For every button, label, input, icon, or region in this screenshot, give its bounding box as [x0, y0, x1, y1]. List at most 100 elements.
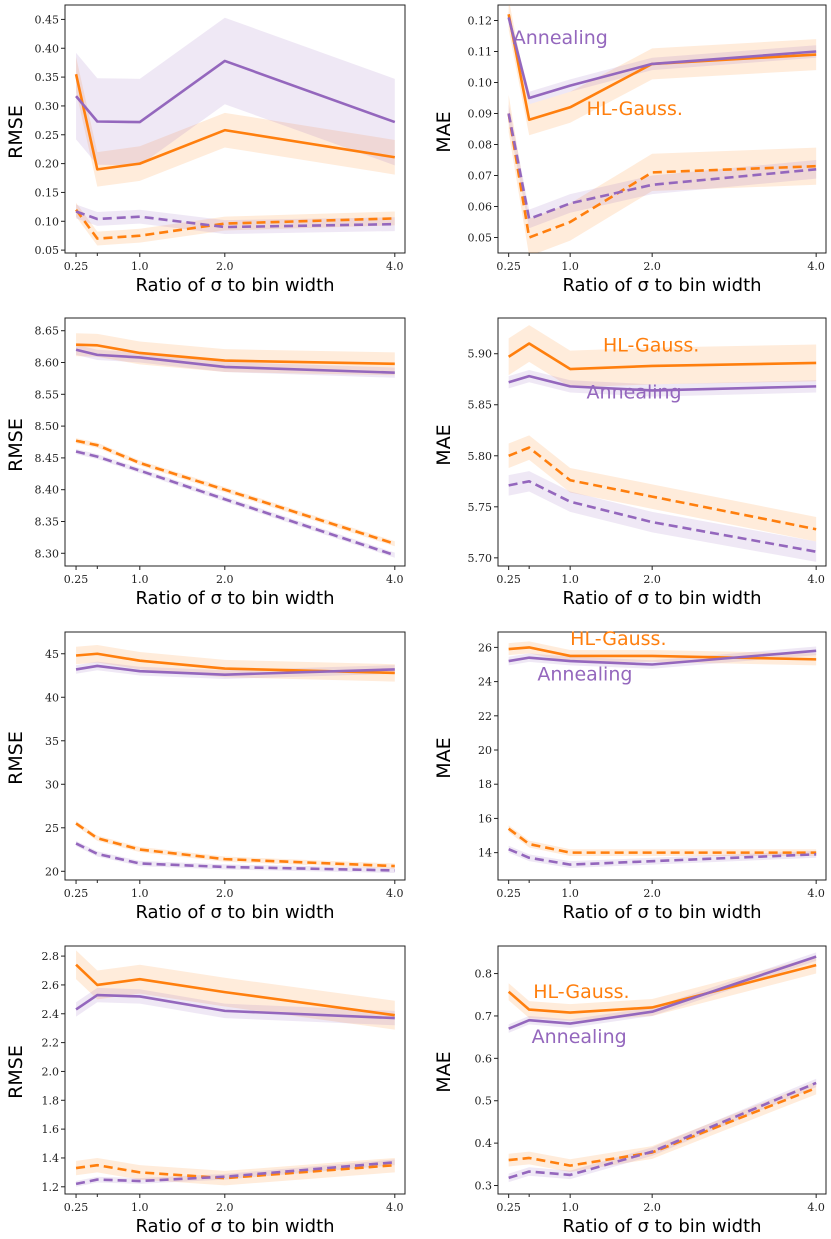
- confidence-band-hl_gauss-solid: [76, 950, 395, 1030]
- y-tick-label: 0.05: [468, 232, 493, 245]
- x-tick-label: 0.25: [496, 573, 521, 586]
- series-line-annealing-solid: [508, 374, 817, 392]
- confidence-band-hl_gauss-solid: [508, 956, 817, 1022]
- series-line-hl_gauss-solid: [75, 963, 395, 1017]
- x-tick-label: 4.0: [386, 573, 404, 586]
- series-line-annealing-dashed: [508, 848, 817, 866]
- series-line-hl_gauss-dashed: [508, 1086, 817, 1167]
- series-line-annealing-solid: [508, 955, 817, 1030]
- series-line-hl_gauss-solid: [75, 652, 395, 675]
- x-tick-label: 1.0: [561, 1201, 579, 1214]
- y-tick-label: 0.09: [468, 108, 493, 121]
- series-line-annealing-dashed: [75, 842, 395, 872]
- confidence-band-annealing-solid: [508, 370, 817, 397]
- x-tick-label: 4.0: [807, 573, 825, 586]
- chart-panel-5: 20 25 30 35 40 45 0.25 1.0 2.0 4.0 Ratio of σ to b…: [5, 631, 406, 923]
- series-line-hl_gauss-solid: [76, 343, 395, 366]
- x-tick-label: 0.25: [64, 1201, 89, 1214]
- y-axis-label: MAE: [433, 737, 455, 778]
- annotation-annealing: Annealing: [587, 382, 682, 404]
- chart-panel-3: 8.30 8.35 8.40 8.45 8.50 8.55 8.60 8.65 0.25 1.0 2…: [5, 317, 406, 609]
- x-tick-label: 2.0: [216, 573, 234, 586]
- series-line-annealing-dashed: [507, 113, 817, 221]
- x-tick-label: 4.0: [386, 260, 404, 273]
- y-tick-label: 0.20: [35, 158, 60, 171]
- confidence-band-annealing-solid: [76, 661, 395, 679]
- plot-area: [507, 952, 817, 1183]
- chart-panel-2: 0.05 0.06 0.07 0.08 0.09 0.10 0.11 0.12 0.25 1.0 2…: [433, 4, 827, 296]
- y-tick-label: 0.12: [468, 15, 493, 28]
- y-tick-label: 0.45: [35, 13, 60, 26]
- x-tick-label: 1.0: [131, 260, 149, 273]
- series-line-annealing-dashed: [75, 450, 396, 557]
- chart-panel-8: 0.3 0.4 0.5 0.6 0.7 0.8 0.25 1.0 2.0 4.0 Ratio of …: [433, 945, 827, 1237]
- y-axis-label: MAE: [433, 424, 455, 465]
- y-tick-label: 0.4: [475, 1137, 493, 1150]
- annotation-hl_gauss: HL-Gauss.: [603, 335, 699, 357]
- series-line-hl_gauss-solid: [74, 73, 396, 171]
- plot-area: [507, 325, 817, 562]
- x-tick-label: 2.0: [643, 260, 661, 273]
- x-tick-label: 1.0: [561, 573, 579, 586]
- annotation-hl_gauss: HL-Gauss.: [533, 981, 629, 1003]
- series-line-annealing-solid: [75, 348, 395, 374]
- x-tick-label: 0.25: [64, 573, 89, 586]
- y-tick-label: 8.30: [35, 547, 60, 560]
- y-tick-label: 18: [478, 778, 492, 791]
- y-tick-label: 1.4: [42, 1152, 60, 1165]
- confidence-band-annealing-solid: [76, 17, 395, 166]
- x-axis-label: Ratio of σ to bin width: [562, 588, 761, 609]
- y-tick-label: 8.40: [35, 484, 60, 497]
- x-tick-label: 2.0: [216, 1201, 234, 1214]
- y-tick-label: 0.5: [475, 1095, 493, 1108]
- plot-frame: [64, 317, 406, 567]
- x-tick-label: 2.0: [216, 260, 234, 273]
- series-line-hl_gauss-dashed: [75, 208, 395, 240]
- plot-frame: [497, 631, 827, 881]
- y-tick-label: 0.35: [35, 71, 60, 84]
- y-tick-label: 1.6: [42, 1123, 60, 1136]
- y-tick-label: 25: [45, 822, 59, 835]
- confidence-band-hl_gauss-solid: [508, 325, 817, 388]
- x-tick-label: 1.0: [561, 887, 579, 900]
- x-tick-label: 4.0: [807, 1201, 825, 1214]
- confidence-band-annealing-dashed: [508, 845, 817, 869]
- confidence-band-annealing-solid: [508, 952, 817, 1033]
- x-tick-label: 1.0: [561, 260, 579, 273]
- x-tick-label: 2.0: [216, 887, 234, 900]
- series-line-hl_gauss-dashed: [75, 439, 396, 545]
- y-tick-label: 1.8: [42, 1094, 60, 1107]
- series-line-annealing-solid: [75, 993, 395, 1020]
- series-line-hl_gauss-solid: [507, 342, 817, 371]
- confidence-band-hl_gauss-dashed: [76, 820, 395, 869]
- y-tick-label: 40: [45, 691, 59, 704]
- y-axis-label: RMSE: [5, 731, 27, 785]
- plot-area: [74, 17, 396, 246]
- y-tick-label: 5.70: [468, 552, 493, 565]
- x-axis-label: Ratio of σ to bin width: [135, 588, 334, 609]
- confidence-band-hl_gauss-solid: [508, 641, 817, 666]
- series-line-annealing-dashed: [75, 210, 395, 229]
- plot-area: [507, 641, 817, 869]
- y-tick-label: 8.60: [35, 357, 60, 370]
- x-axis-label: Ratio of σ to bin width: [135, 275, 334, 296]
- y-tick-label: 5.90: [468, 348, 493, 361]
- series-line-hl_gauss-dashed: [508, 446, 817, 531]
- y-axis-label: RMSE: [5, 105, 27, 159]
- x-tick-label: 2.0: [643, 573, 661, 586]
- y-tick-label: 26: [478, 641, 492, 654]
- x-tick-label: 4.0: [807, 260, 825, 273]
- x-tick-label: 0.25: [496, 1201, 521, 1214]
- x-tick-label: 1.0: [131, 887, 149, 900]
- x-axis-label: Ratio of σ to bin width: [135, 1216, 334, 1237]
- y-tick-label: 2.8: [42, 950, 60, 963]
- plot-frame: [64, 631, 406, 881]
- confidence-band-hl_gauss-solid: [76, 56, 395, 187]
- y-tick-label: 0.05: [35, 244, 60, 257]
- series-line-annealing-solid: [75, 664, 395, 676]
- y-tick-label: 0.10: [468, 77, 493, 90]
- annotation-annealing: Annealing: [537, 664, 632, 686]
- confidence-band-hl_gauss-dashed: [76, 1157, 395, 1186]
- plot-area: [75, 950, 395, 1187]
- plot-frame: [64, 4, 406, 254]
